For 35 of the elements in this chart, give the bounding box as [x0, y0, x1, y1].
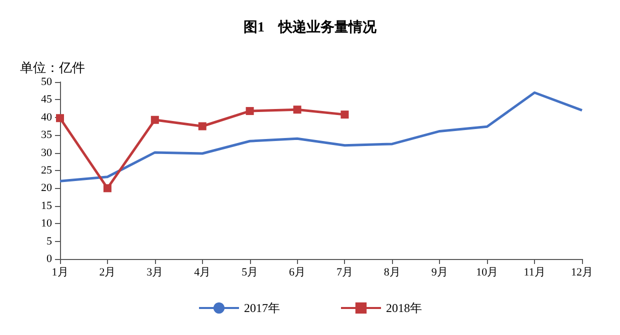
point: [293, 106, 302, 114]
x-tick-label: 5月: [242, 266, 258, 278]
y-axis-title: 单位：亿件: [20, 60, 85, 75]
y-tick-label: 40: [41, 111, 52, 124]
point: [340, 110, 349, 119]
point: [150, 116, 159, 124]
x-tick-label: 8月: [384, 266, 400, 278]
point: [56, 114, 64, 122]
y-tick-label: 15: [41, 200, 52, 212]
y-tick-label: 5: [46, 235, 52, 248]
x-tick-label: 7月: [336, 266, 353, 278]
chart-title: 图1 快递业务量情况: [244, 18, 378, 36]
x-tick-label: 9月: [431, 266, 448, 278]
y-tick-label: 0: [46, 253, 52, 265]
y-tick-label: 45: [41, 94, 52, 106]
x-tick-label: 1月: [52, 266, 68, 278]
x-tick-label: 4月: [194, 266, 211, 278]
legend-label: 2018年: [386, 301, 422, 315]
point: [198, 122, 206, 130]
legend-label: 2017年: [244, 301, 280, 315]
line-series: [58, 91, 584, 182]
y-tick-label: 50: [41, 76, 52, 88]
x-tick-label: 3月: [146, 266, 164, 278]
point: [246, 107, 254, 116]
x-tick-label: 2月: [99, 266, 116, 278]
y-tick-label: 10: [41, 218, 52, 230]
y-tick-label: 20: [41, 182, 52, 194]
y-tick-label: 25: [41, 164, 52, 176]
y-tick-label: 35: [41, 129, 52, 142]
x-tick-label: 12月: [571, 266, 593, 278]
x-tick-label: 10月: [476, 266, 498, 278]
x-tick-label: 6月: [289, 266, 306, 278]
point: [103, 184, 112, 192]
y-tick-label: 30: [41, 146, 52, 159]
x-tick-label: 11月: [524, 266, 546, 278]
